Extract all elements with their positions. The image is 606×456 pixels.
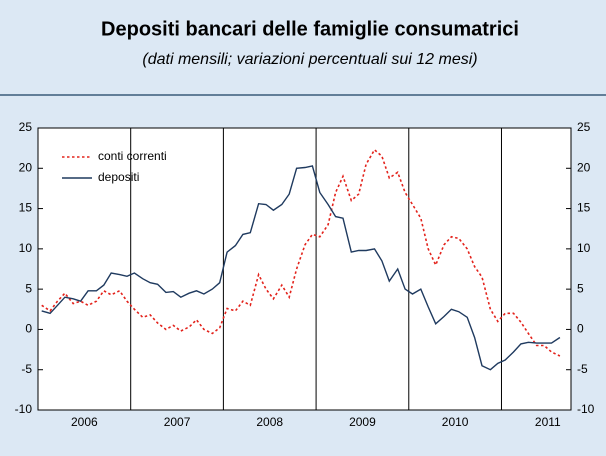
y2-tick-label: 5	[577, 281, 584, 295]
plot-area	[37, 127, 572, 411]
y-tick-label: 0	[25, 322, 32, 336]
line-series	[41, 165, 561, 371]
line-series	[41, 148, 561, 357]
x-tick-label: 2007	[164, 415, 191, 429]
y2-tick-label: 20	[577, 160, 591, 174]
y-tick-label: -5	[21, 362, 32, 376]
y-tick-label: 10	[19, 241, 33, 255]
y2-tick-label: 0	[577, 322, 584, 336]
legend-label: conti correnti	[98, 149, 167, 163]
x-tick-label: 2011	[535, 415, 561, 429]
y2-tick-label: -5	[577, 362, 588, 376]
y2-tick-label: -10	[577, 402, 595, 416]
chart-subtitle: (dati mensili; variazioni percentuali su…	[142, 51, 477, 68]
x-tick-label: 2010	[442, 415, 469, 429]
x-tick-label: 2008	[256, 415, 283, 429]
y2-tick-label: 15	[577, 201, 591, 215]
chart-title: Depositi bancari delle famiglie consumat…	[101, 18, 519, 40]
x-tick-label: 2009	[349, 415, 376, 429]
y-tick-label: -10	[15, 402, 33, 416]
legend-label: depositi	[98, 170, 139, 184]
x-tick-label: 2006	[71, 415, 98, 429]
y2-tick-label: 25	[577, 120, 591, 134]
y-tick-label: 25	[19, 120, 33, 134]
y-tick-label: 15	[19, 201, 33, 215]
y-tick-label: 5	[25, 281, 32, 295]
y-tick-label: 20	[19, 160, 33, 174]
y2-tick-label: 10	[577, 241, 591, 255]
